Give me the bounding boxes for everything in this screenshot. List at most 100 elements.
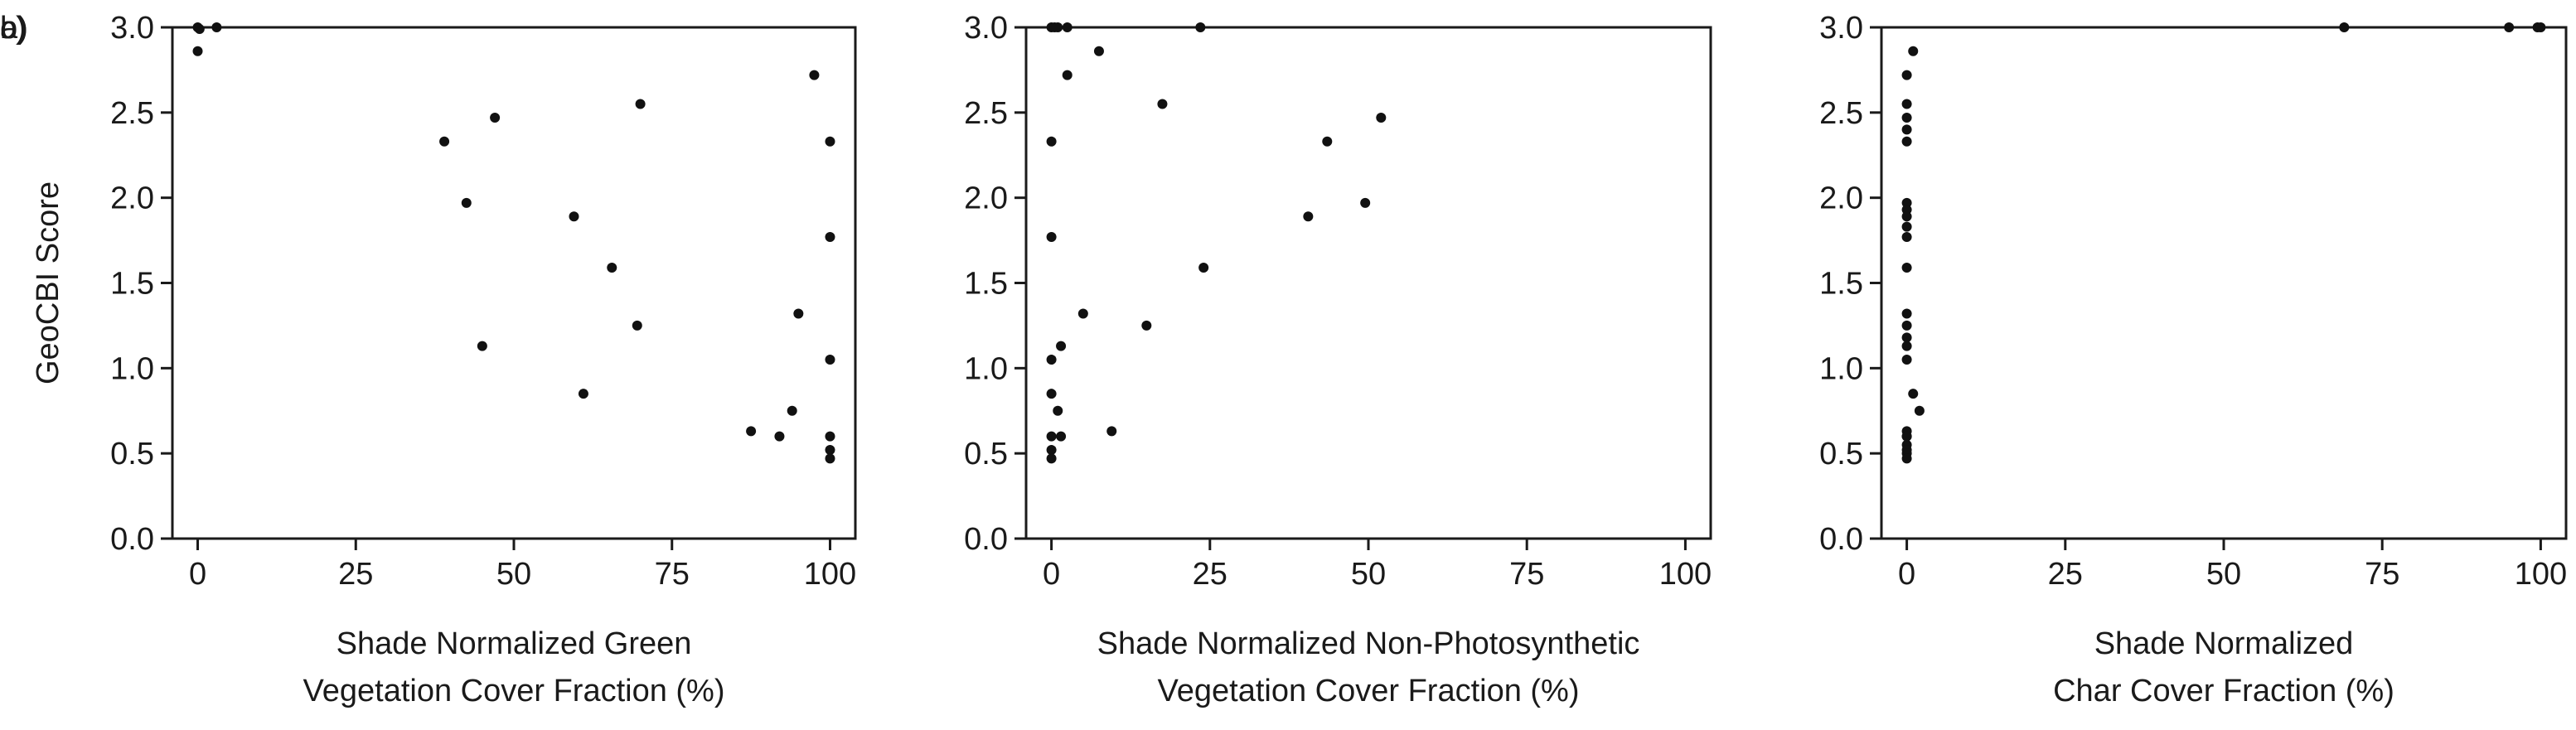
data-point [1901, 113, 1912, 123]
data-point [1901, 332, 1912, 343]
data-point [1901, 136, 1912, 147]
data-point [825, 453, 835, 464]
y-tick-label: 2.0 [964, 181, 1008, 216]
plot-frame [1880, 26, 2568, 540]
data-point [1046, 445, 1057, 456]
panel-c: c) 0.0 0.5 1.0 1.5 2.0 2.5 3.0 0 25 50 75 100 Shade N… [0, 11, 2568, 708]
x-tick-label: 100 [1659, 557, 1712, 592]
data-point [1901, 308, 1912, 319]
y-tick-label: 1.5 [964, 267, 1008, 302]
data-point [1901, 197, 1912, 208]
data-point [1046, 389, 1057, 399]
x-axis-label: Vegetation Cover Fraction (%) [1157, 674, 1579, 708]
data-point [1901, 211, 1912, 222]
y-tick-label: 1.0 [964, 351, 1008, 386]
y-tick-label: 0.5 [110, 437, 154, 471]
data-point [825, 231, 835, 242]
data-point [194, 24, 205, 35]
x-tick-label: 50 [2206, 557, 2241, 592]
y-tick-label: 0.0 [964, 522, 1008, 557]
data-point [825, 445, 835, 456]
y-tick-label: 0.0 [110, 522, 154, 557]
y-tick-label: 1.5 [110, 267, 154, 302]
data-point [569, 211, 579, 222]
x-tick-label: 100 [2515, 557, 2567, 592]
data-point [1908, 389, 1919, 399]
data-point [192, 46, 203, 56]
data-point [1053, 22, 1063, 32]
data-point [1901, 262, 1912, 273]
plot-frame [171, 26, 857, 540]
x-tick-label: 75 [655, 557, 690, 592]
data-point [1062, 70, 1073, 80]
data-point [1322, 136, 1333, 147]
x-tick-label: 0 [1898, 557, 1915, 592]
y-tick-label: 2.0 [1819, 181, 1863, 216]
y-tick-label: 1.0 [1819, 351, 1863, 386]
x-axis-label: Vegetation Cover Fraction (%) [303, 674, 724, 708]
panel-label: c) [0, 11, 27, 46]
data-point [1901, 355, 1912, 365]
data-point [1901, 221, 1912, 232]
data-point [1901, 453, 1912, 464]
data-point [635, 99, 646, 109]
data-point [1046, 453, 1057, 464]
data-point [1046, 431, 1057, 442]
x-axis-label: Shade Normalized Non-Photosynthetic [1097, 626, 1640, 661]
data-point [1046, 136, 1057, 147]
y-tick-label: 0.5 [964, 437, 1008, 471]
data-point [1901, 124, 1912, 135]
x-axis-label: Char Cover Fraction (%) [2053, 674, 2394, 708]
data-point [632, 320, 642, 331]
data-point [774, 431, 785, 442]
data-point [1157, 99, 1168, 109]
data-point [439, 136, 450, 147]
panel-a: a) 0.0 0.5 1.0 1.5 2.0 2.5 3.0 0 25 50 75 100 Shade N… [0, 11, 857, 708]
data-point [1901, 70, 1912, 80]
y-axis-label: GeoCBI Score [31, 181, 65, 384]
x-tick-label: 75 [2365, 557, 2399, 592]
data-point [1901, 431, 1912, 442]
data-point [211, 22, 222, 32]
data-point [825, 431, 835, 442]
data-point [825, 136, 835, 147]
data-point [1053, 405, 1063, 416]
y-tick-label: 2.5 [1819, 96, 1863, 131]
data-point [825, 355, 835, 365]
data-point [1901, 231, 1912, 242]
x-tick-label: 50 [496, 557, 531, 592]
x-axis-label: Shade Normalized [2094, 626, 2354, 661]
x-tick-label: 50 [1351, 557, 1386, 592]
x-tick-label: 25 [338, 557, 373, 592]
data-point [1901, 320, 1912, 331]
data-point [1198, 262, 1209, 273]
data-point [1046, 355, 1057, 365]
data-point [1376, 113, 1387, 123]
data-point [1908, 46, 1919, 56]
data-point [477, 341, 487, 351]
data-point [2535, 22, 2546, 32]
data-point [1141, 320, 1152, 331]
data-point [2504, 22, 2515, 32]
x-tick-label: 0 [1043, 557, 1060, 592]
data-point [1195, 22, 1206, 32]
data-point [1303, 211, 1314, 222]
y-tick-label: 1.0 [110, 351, 154, 386]
data-point [787, 405, 797, 416]
data-point [461, 197, 472, 208]
data-point [578, 389, 588, 399]
panel-b: b) 0.0 0.5 1.0 1.5 2.0 2.5 3.0 0 25 50 75 100 Shade N… [0, 11, 1712, 708]
data-point [1901, 99, 1912, 109]
data-point [1901, 341, 1912, 351]
data-point [1062, 22, 1073, 32]
y-tick-label: 1.5 [1819, 267, 1863, 302]
data-point [746, 426, 757, 437]
data-point [1901, 205, 1912, 215]
y-tick-label: 3.0 [1819, 11, 1863, 46]
data-point [2339, 22, 2350, 32]
data-point [1360, 197, 1371, 208]
panel-label: b) [0, 11, 28, 46]
y-tick-label: 2.0 [110, 181, 154, 216]
x-tick-label: 100 [804, 557, 856, 592]
